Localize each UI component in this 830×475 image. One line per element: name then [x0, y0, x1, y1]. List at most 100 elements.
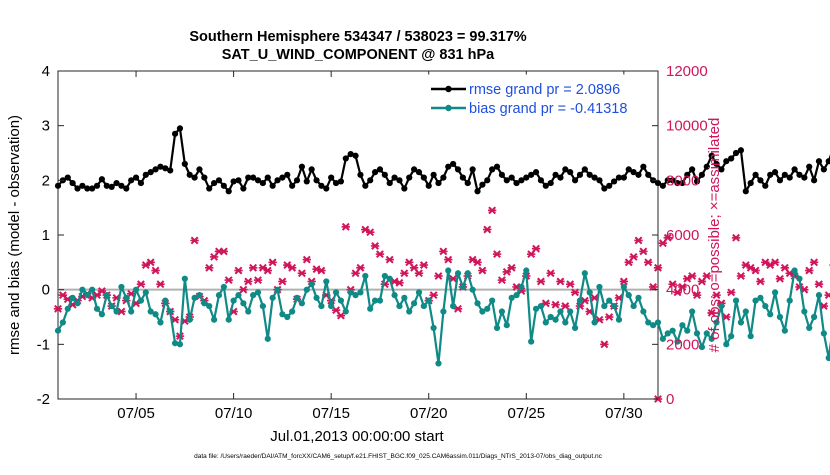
rmse-point: [235, 177, 242, 184]
rmse-point: [147, 169, 154, 176]
obs-point: [668, 280, 677, 289]
rmse-point: [469, 166, 476, 173]
bias-point: [69, 294, 76, 301]
obs-point: [809, 258, 819, 267]
bias-point: [654, 319, 662, 326]
bias-point: [635, 294, 642, 301]
rmse-point: [810, 177, 818, 184]
rmse-point: [454, 166, 462, 173]
bias-point: [396, 302, 403, 310]
rmse-point: [152, 166, 159, 173]
bias-point: [113, 308, 120, 315]
rmse-point: [206, 185, 213, 192]
bias-point: [64, 305, 71, 312]
rmse-point: [713, 160, 720, 168]
bias-point: [532, 305, 540, 312]
rmse-point: [489, 166, 496, 173]
obs-point: [336, 311, 346, 320]
rmse-point: [781, 171, 788, 178]
obs-point: [239, 285, 248, 294]
bias-point: [557, 308, 564, 315]
rmse-point: [298, 163, 306, 170]
obs-point: [414, 269, 424, 278]
rmse-point: [542, 182, 549, 189]
rmse-point: [123, 185, 130, 192]
bias-point: [196, 292, 203, 299]
obs-point: [156, 280, 165, 289]
bias-point: [689, 308, 696, 315]
y-tick-label-right: 12000: [666, 63, 708, 80]
bias-point: [723, 341, 730, 348]
bias-point: [142, 289, 149, 296]
bias-point: [567, 308, 574, 315]
bias-point: [606, 297, 613, 304]
bias-point: [489, 297, 496, 304]
bias-point: [93, 305, 101, 312]
rmse-point: [796, 171, 803, 178]
rmse-point: [64, 174, 71, 181]
rmse-point: [376, 166, 384, 173]
obs-point: [444, 255, 453, 264]
bias-point: [610, 302, 618, 310]
rmse-point: [279, 174, 286, 181]
rmse-point: [547, 179, 554, 187]
rmse-point: [674, 179, 681, 187]
obs-point: [736, 272, 746, 280]
rmse-point: [596, 177, 603, 184]
obs-point: [551, 300, 560, 309]
obs-point: [370, 242, 380, 250]
bias-point: [332, 289, 340, 296]
bias-point: [625, 292, 632, 299]
rmse-point: [640, 163, 647, 170]
rmse-point: [167, 167, 174, 174]
y-tick-label-left: 4: [42, 63, 50, 80]
rmse-point: [391, 174, 398, 181]
bias-point: [513, 292, 520, 299]
bias-point: [157, 319, 164, 326]
obs-point: [278, 277, 287, 286]
bias-point: [762, 302, 769, 310]
rmse-point: [742, 188, 749, 195]
rmse-point: [342, 155, 349, 162]
obs-point: [756, 277, 765, 286]
rmse-point: [313, 177, 320, 184]
y-tick-label-left: -1: [37, 336, 50, 353]
rmse-point: [508, 174, 515, 181]
obs-point: [770, 258, 780, 267]
rmse-point: [162, 165, 169, 172]
bias-point: [132, 286, 140, 293]
bias-point: [240, 300, 247, 307]
bias-point: [664, 330, 671, 337]
bias-point: [801, 308, 808, 315]
rmse-point: [645, 171, 652, 178]
y-tick-label-right: 2000: [666, 336, 699, 353]
rmse-point: [806, 163, 813, 170]
bias-point: [376, 297, 384, 304]
rmse-point: [254, 177, 262, 184]
legend: rmse grand pr = 2.0896 bias grand pr = -…: [424, 74, 654, 120]
bias-point: [596, 283, 603, 291]
obs-point: [302, 255, 311, 264]
rmse-point: [210, 179, 218, 187]
plot-area: [57, 70, 659, 400]
bias-point: [728, 333, 735, 340]
bias-point: [279, 311, 286, 318]
bias-point: [410, 300, 418, 307]
rmse-point: [732, 149, 740, 157]
bias-point: [586, 289, 593, 296]
rmse-point: [128, 177, 135, 184]
bias-point: [615, 316, 623, 323]
rmse-point: [303, 178, 310, 185]
bias-point: [371, 297, 379, 304]
obs-point: [556, 277, 565, 286]
rmse-point: [689, 166, 696, 173]
rmse-point: [93, 182, 101, 189]
x-tick-label: 07/25: [508, 405, 546, 422]
rmse-point: [323, 185, 330, 192]
bias-point: [752, 297, 759, 304]
rmse-point: [308, 166, 315, 173]
bias-point: [425, 297, 432, 304]
obs-point: [639, 247, 648, 256]
rmse-point: [606, 182, 613, 189]
bias-point: [225, 316, 232, 323]
